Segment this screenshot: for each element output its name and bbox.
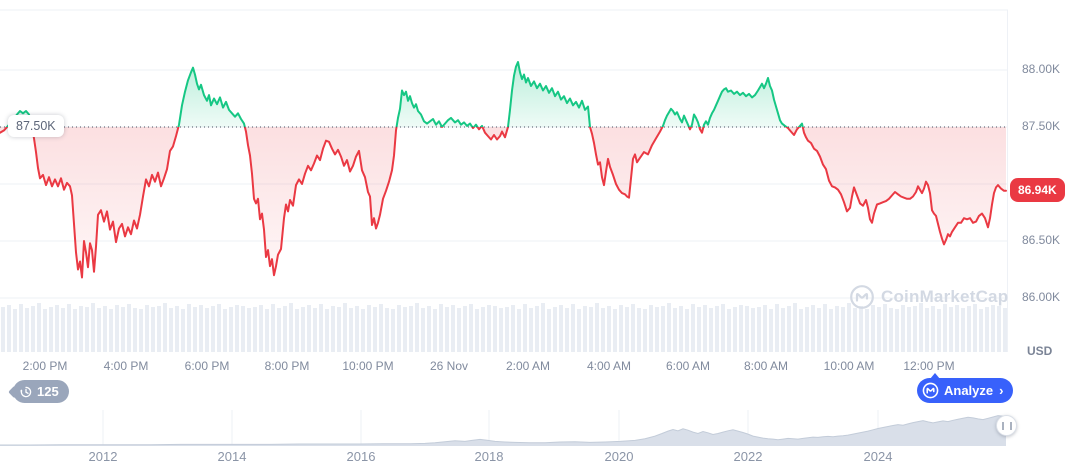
history-clock-icon (20, 386, 32, 397)
baseline-price-label: 87.50K (8, 115, 64, 137)
coinmarketcap-logo-icon (922, 382, 939, 399)
y-axis-label: 86.00K (1022, 290, 1061, 304)
minimap-gridlines (102, 410, 879, 446)
analyze-label: Analyze (944, 383, 994, 398)
x-axis-label: 6:00 PM (184, 359, 230, 373)
price-chart[interactable] (0, 0, 1008, 352)
area-fill-above-baseline (0, 62, 1006, 127)
x-axis-label: 4:00 AM (586, 359, 632, 373)
y-axis-label: 87.50K (1022, 119, 1061, 133)
watermark-text: CoinMarketCap (881, 287, 1009, 306)
y-axis-label: 88.00K (1022, 62, 1061, 76)
area-fill-below-baseline (0, 127, 1006, 278)
price-line-red (0, 127, 1007, 279)
minimap-year-label: 2014 (217, 449, 247, 464)
current-price-badge: 86.94K (1010, 177, 1065, 202)
drag-grip-icon (1001, 421, 1012, 430)
annotations-count: 125 (37, 384, 59, 399)
chevron-right-icon: › (999, 383, 1004, 398)
coinmarketcap-watermark: CoinMarketCap (849, 284, 1008, 310)
minimap-range-handle[interactable] (996, 415, 1017, 436)
y-axis-label: 86.50K (1022, 233, 1061, 247)
minimap-area (0, 415, 1006, 446)
x-axis-label: 4:00 PM (103, 359, 149, 373)
minimap-year-label: 2012 (88, 449, 118, 464)
annotations-count-badge[interactable]: 125 (13, 380, 69, 403)
minimap-year-label: 2016 (346, 449, 376, 464)
analyze-button[interactable]: Analyze › (917, 373, 1014, 403)
minimap-year-label: 2020 (604, 449, 634, 464)
volume-bars (1, 303, 1007, 352)
minimap-year-label: 2022 (733, 449, 763, 464)
timeline-minimap[interactable] (0, 410, 1008, 447)
x-axis-label: 6:00 AM (665, 359, 711, 373)
coinmarketcap-logo-icon (850, 285, 874, 309)
x-axis-label: 8:00 AM (743, 359, 789, 373)
x-axis-label: 10:00 PM (342, 359, 394, 373)
x-axis-label: 26 Nov (429, 359, 469, 373)
x-axis-label: 12:00 PM (903, 359, 955, 373)
price-line-green (5, 61, 804, 127)
x-axis-label: 10:00 AM (823, 359, 875, 373)
minimap-line (0, 415, 1006, 446)
x-axis-label: 8:00 PM (264, 359, 310, 373)
y-axis-unit: USD (1027, 344, 1053, 358)
x-axis-label: 2:00 AM (505, 359, 551, 373)
minimap-year-label: 2018 (474, 449, 504, 464)
x-axis-label: 2:00 PM (22, 359, 68, 373)
minimap-year-label: 2024 (863, 449, 893, 464)
